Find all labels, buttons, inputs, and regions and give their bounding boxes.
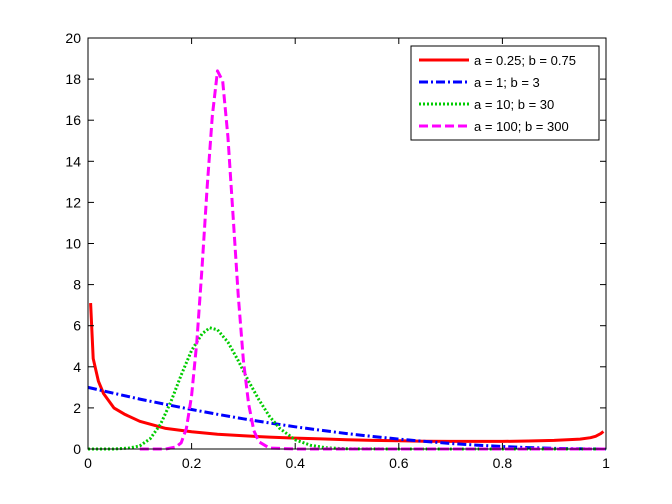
y-tick-label: 10: [65, 236, 81, 252]
y-tick-label: 18: [65, 71, 81, 87]
y-tick-label: 16: [65, 112, 81, 128]
legend: a = 0.25; b = 0.75 a = 1; b = 3 a = 10; b …: [410, 45, 600, 141]
series-line-4: [139, 69, 606, 451]
series-line-1: [89, 303, 605, 443]
x-tick-label: 0.4: [285, 455, 305, 471]
y-tick-label: 12: [65, 194, 81, 210]
series-line-2: [87, 385, 607, 451]
x-tick-label: 1: [602, 455, 610, 471]
y-tick-label: 14: [65, 153, 81, 169]
x-tick-label: 0.6: [389, 455, 409, 471]
y-tick-label: 4: [73, 359, 81, 375]
legend-label-4: a = 100; b = 300: [474, 119, 569, 134]
y-tick-label: 20: [65, 30, 81, 46]
legend-label-1: a = 0.25; b = 0.75: [474, 53, 576, 68]
x-tick-label: 0.8: [493, 455, 513, 471]
x-tick-label: 0.2: [182, 455, 202, 471]
y-tick-label: 6: [73, 318, 81, 334]
legend-label-2: a = 1; b = 3: [474, 75, 540, 90]
series-layer: [87, 69, 607, 451]
y-tick-label: 0: [73, 441, 81, 457]
y-tick-label: 2: [73, 400, 81, 416]
legend-label-3: a = 10; b = 30: [474, 97, 554, 112]
y-tick-label: 8: [73, 277, 81, 293]
x-tick-label: 0: [84, 455, 92, 471]
legend-box: [410, 45, 600, 141]
